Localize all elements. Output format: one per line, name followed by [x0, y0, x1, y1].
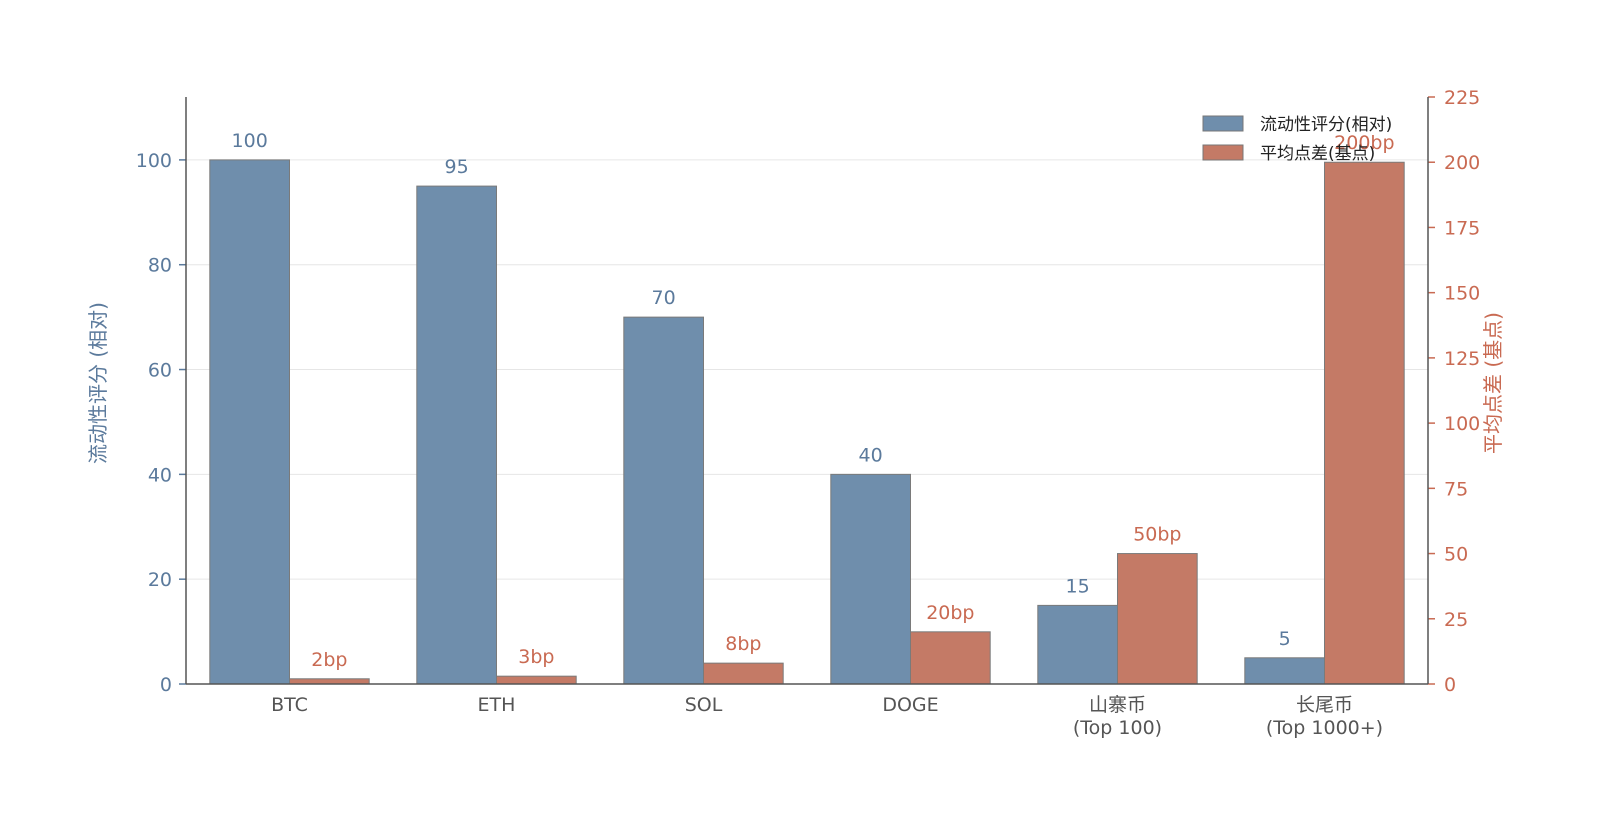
x-tick-label: 山寨币 [1089, 694, 1146, 716]
data-labels: 100 2bp 95 3bp 70 8bp 40 20bp 15 50bp 5 200bp [232, 130, 1395, 671]
data-label-spread: 2bp [311, 649, 347, 671]
data-label-liquidity: 40 [859, 444, 883, 466]
tick-labels: 0 20 40 60 80 100 0 25 50 75 100 125 150 175 200 225 BTC… [136, 87, 1481, 739]
data-label-liquidity: 95 [445, 156, 469, 178]
x-tick-label: (Top 1000+) [1266, 717, 1383, 739]
y-tick-label-right: 200 [1444, 152, 1480, 174]
y-tick-label-left: 20 [148, 569, 172, 591]
y-tick-label-right: 150 [1444, 283, 1480, 305]
y-tick-label-left: 100 [136, 150, 172, 172]
x-tick-label: DOGE [882, 694, 938, 716]
bars [209, 159, 1405, 685]
bar-spread [703, 662, 784, 685]
legend-swatch-liquidity [1202, 115, 1244, 132]
data-label-spread: 200bp [1334, 132, 1394, 154]
bar-liquidity [1037, 604, 1119, 685]
x-tick-label: SOL [685, 694, 723, 716]
bar-spread [1117, 553, 1198, 685]
x-tick-label: BTC [271, 694, 308, 716]
bar-liquidity [209, 159, 290, 685]
bar-spread [496, 675, 577, 685]
y-tick-label-right: 0 [1444, 674, 1456, 696]
x-tick-label: ETH [478, 694, 516, 716]
data-label-spread: 8bp [725, 633, 761, 655]
legend-label-spread: 平均点差(基点) [1260, 144, 1375, 164]
y-tick-label-right: 50 [1444, 544, 1468, 566]
legend: 流动性评分(相对) 平均点差(基点) [1202, 115, 1392, 164]
grid-lines [186, 159, 1428, 580]
data-label-spread: 3bp [518, 646, 554, 668]
bar-spread [1324, 161, 1405, 685]
bar-spread [289, 678, 370, 685]
bar-spread [910, 631, 991, 685]
y-tick-label-right: 225 [1444, 87, 1480, 109]
y-tick-label-right: 25 [1444, 609, 1468, 631]
y-tick-label-left: 60 [148, 360, 172, 382]
y-axis-label-right: 平均点差 (基点) [1481, 312, 1505, 454]
y-tick-label-right: 175 [1444, 217, 1480, 239]
y-tick-label-right: 75 [1444, 478, 1468, 500]
y-tick-label-left: 80 [148, 255, 172, 277]
bar-liquidity [830, 473, 911, 685]
data-label-liquidity: 100 [232, 130, 268, 152]
bar-liquidity [623, 316, 704, 685]
data-label-liquidity: 15 [1066, 575, 1090, 597]
legend-label-liquidity: 流动性评分(相对) [1260, 115, 1392, 135]
y-tick-label-left: 40 [148, 464, 172, 486]
data-label-liquidity: 5 [1279, 628, 1291, 650]
bar-liquidity [416, 185, 497, 685]
y-tick-label-left: 0 [160, 674, 172, 696]
y-tick-label-right: 125 [1444, 348, 1480, 370]
x-tick-label: (Top 100) [1073, 717, 1162, 739]
data-label-liquidity: 70 [652, 287, 676, 309]
legend-swatch-spread [1202, 144, 1244, 161]
bar-liquidity [1244, 657, 1326, 685]
data-label-spread: 50bp [1133, 524, 1181, 546]
y-axis-label-left: 流动性评分 (相对) [86, 302, 110, 464]
x-tick-label: 长尾币 [1296, 694, 1353, 716]
axes [179, 96, 1435, 685]
data-label-spread: 20bp [926, 602, 974, 624]
y-tick-label-right: 100 [1444, 413, 1480, 435]
